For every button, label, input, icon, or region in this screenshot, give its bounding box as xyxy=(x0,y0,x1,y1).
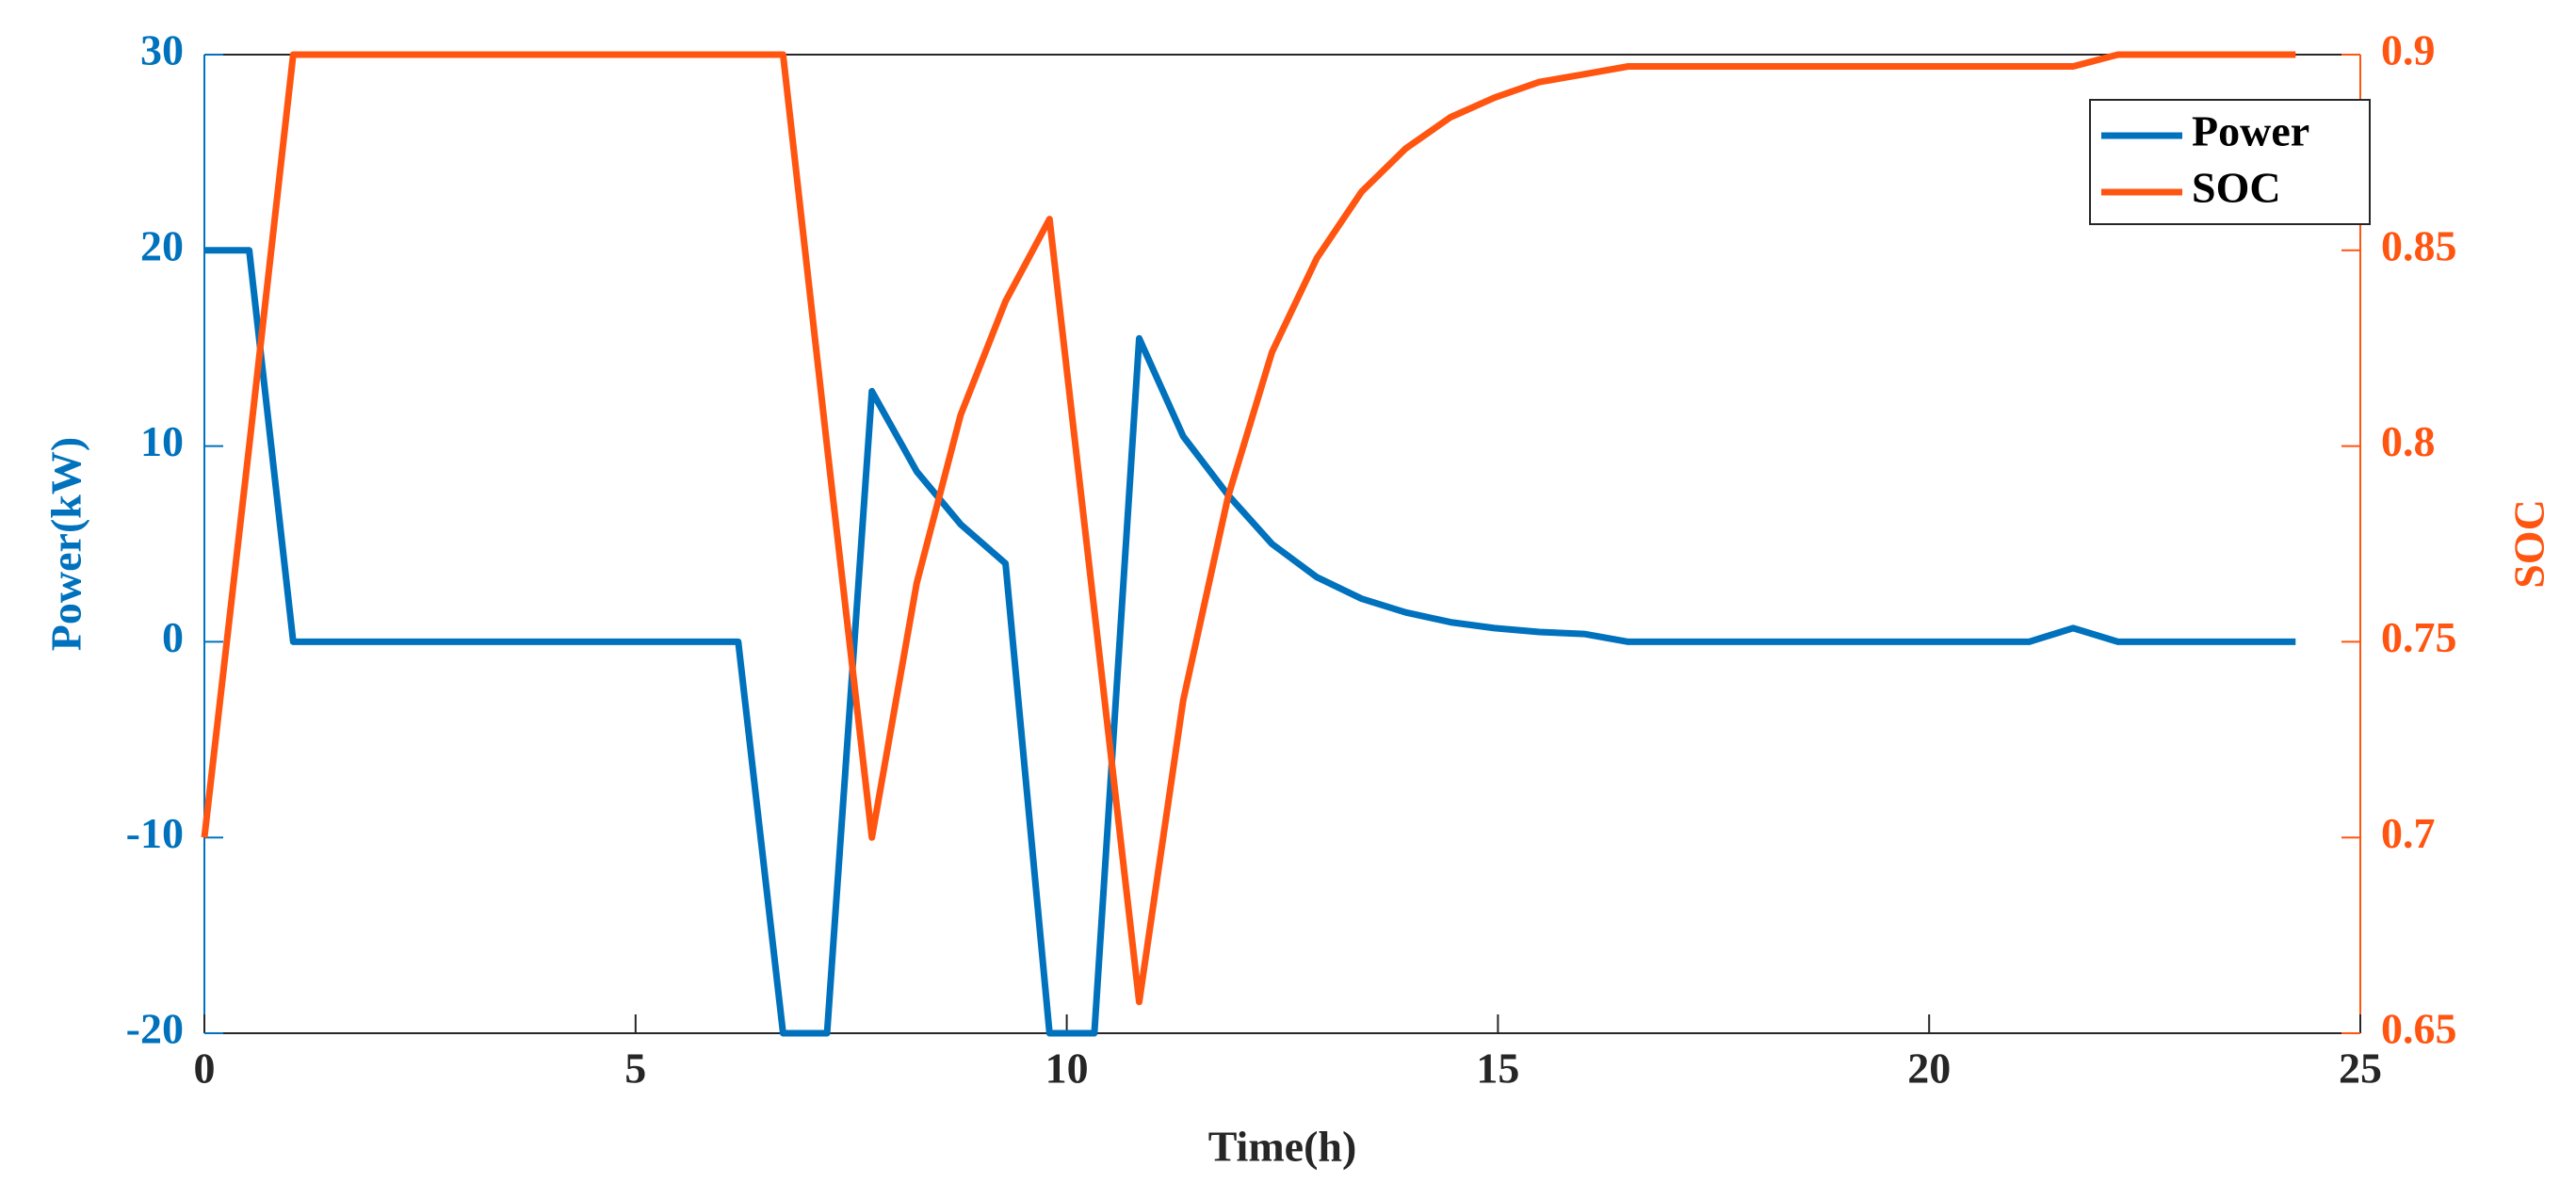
legend-label: SOC xyxy=(2192,164,2281,212)
x-tick-label: 25 xyxy=(2339,1045,2382,1093)
y-tick-label: -20 xyxy=(126,1005,184,1053)
y-axis-label: Power(kW) xyxy=(42,437,90,651)
legend-label: Power xyxy=(2192,107,2309,155)
y-tick-label: -10 xyxy=(126,809,184,857)
x-tick-label: 0 xyxy=(194,1045,216,1093)
x-tick-label: 20 xyxy=(1907,1045,1951,1093)
y2-tick-label: 0.85 xyxy=(2381,221,2457,269)
y-tick-label: 0 xyxy=(162,613,184,661)
y2-axis-label: SOC xyxy=(2505,499,2553,589)
y2-tick-label: 0.75 xyxy=(2381,613,2457,661)
y-tick-label: 30 xyxy=(140,26,184,74)
y-tick-label: 10 xyxy=(140,417,184,465)
y-tick-label: 20 xyxy=(140,221,184,269)
x-tick-label: 5 xyxy=(624,1045,646,1093)
y2-tick-label: 0.7 xyxy=(2381,809,2436,857)
x-tick-label: 10 xyxy=(1045,1045,1089,1093)
y2-tick-label: 0.8 xyxy=(2381,417,2436,465)
legend-box xyxy=(2089,99,2371,225)
y2-tick-label: 0.9 xyxy=(2381,26,2436,74)
series-line xyxy=(204,247,2296,1037)
series-line xyxy=(201,51,2296,1006)
y2-tick-label: 0.65 xyxy=(2381,1005,2457,1053)
x-axis-label: Time(h) xyxy=(1208,1123,1357,1171)
x-tick-label: 15 xyxy=(1476,1045,1519,1093)
